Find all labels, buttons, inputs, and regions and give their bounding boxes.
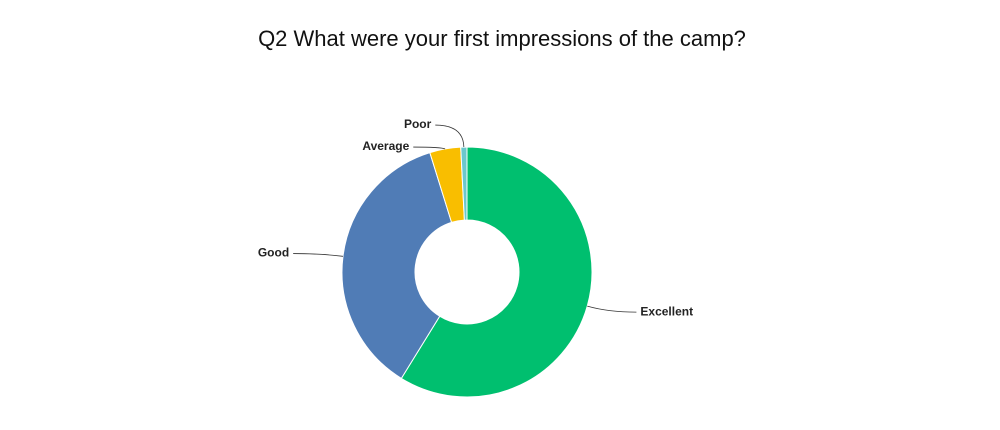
leader-line bbox=[435, 124, 465, 148]
slice-label: Good bbox=[258, 246, 289, 260]
slice-label: Poor bbox=[404, 117, 432, 131]
slice-label: Excellent bbox=[640, 304, 693, 318]
slice-label: Average bbox=[362, 139, 409, 153]
leader-line bbox=[413, 146, 446, 150]
slice bbox=[400, 146, 593, 398]
leader-line bbox=[587, 305, 637, 313]
slice bbox=[341, 152, 453, 380]
slice bbox=[460, 146, 468, 221]
chart-title: Q2 What were your first impressions of t… bbox=[258, 26, 746, 51]
leader-line bbox=[293, 253, 344, 257]
